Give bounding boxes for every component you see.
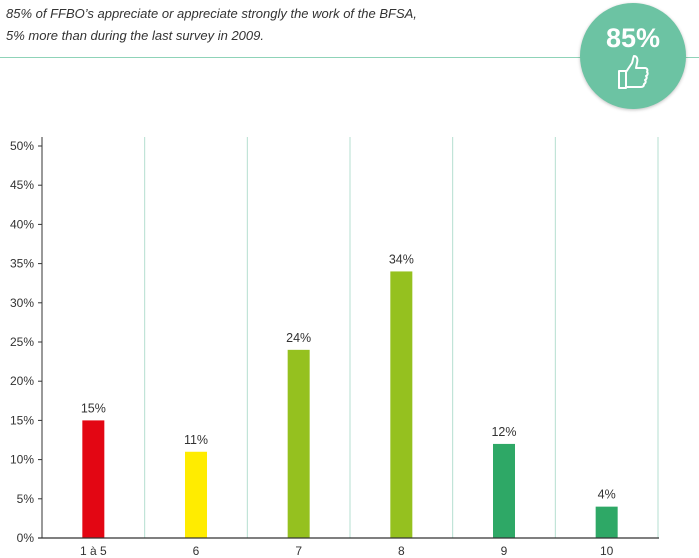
- bar: [493, 443, 515, 538]
- data-label: 11%: [184, 433, 208, 447]
- y-tick-label: 50%: [10, 139, 34, 153]
- y-tick-label: 10%: [10, 453, 34, 467]
- bar: [595, 506, 618, 538]
- bar: [82, 420, 105, 538]
- y-tick-label: 40%: [10, 217, 34, 231]
- y-tick-label: 5%: [17, 492, 35, 506]
- y-tick-label: 25%: [10, 335, 34, 349]
- x-tick-label: 6: [193, 544, 200, 558]
- data-label: 12%: [491, 425, 516, 439]
- x-tick-label: 1 à 5: [80, 544, 107, 558]
- thumbs-up-icon: [618, 55, 649, 89]
- percentage-badge: 85%: [580, 3, 686, 109]
- badge-value: 85%: [605, 23, 661, 53]
- data-label: 24%: [286, 331, 311, 345]
- y-tick-label: 15%: [10, 413, 34, 427]
- x-tick-label: 8: [398, 544, 405, 558]
- header-line-2: 5% more than during the last survey in 2…: [6, 28, 264, 43]
- x-tick-label: 9: [501, 544, 508, 558]
- header-divider: [0, 57, 699, 58]
- y-tick-label: 20%: [10, 374, 34, 388]
- bar: [390, 271, 413, 538]
- y-tick-label: 30%: [10, 296, 34, 310]
- data-label: 15%: [81, 401, 106, 415]
- y-tick-label: 45%: [10, 178, 34, 192]
- x-tick-label: 10: [600, 544, 614, 558]
- y-tick-label: 35%: [10, 257, 34, 271]
- data-label: 4%: [598, 488, 616, 502]
- y-tick-label: 0%: [17, 531, 35, 545]
- x-tick-label: 7: [295, 544, 302, 558]
- bar: [185, 451, 207, 538]
- bar: [287, 349, 310, 538]
- header-text: 85% of FFBO’s appreciate or appreciate s…: [6, 3, 566, 47]
- data-label: 34%: [389, 252, 414, 266]
- header-line-1: 85% of FFBO’s appreciate or appreciate s…: [6, 6, 417, 21]
